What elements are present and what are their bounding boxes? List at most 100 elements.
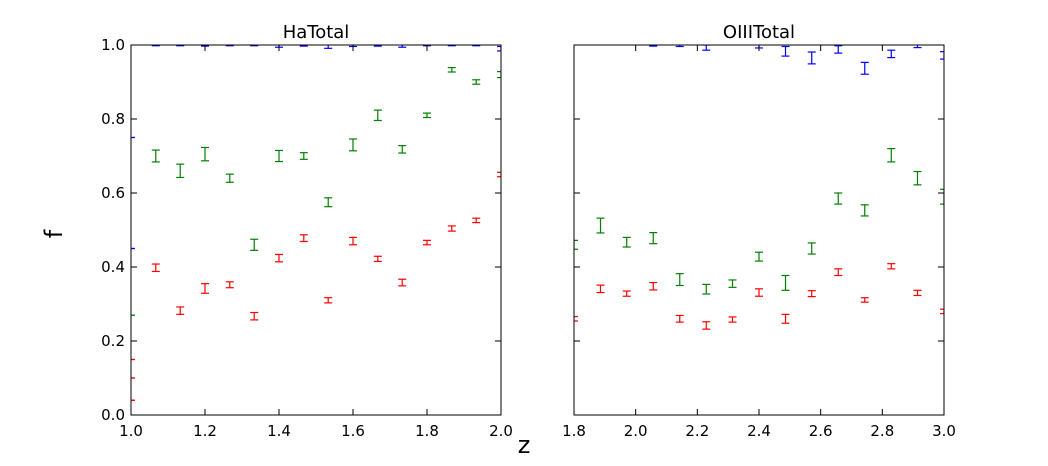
- error-bar-point: [860, 61, 869, 75]
- error-bar-point: [299, 152, 308, 160]
- error-bar-point: [176, 163, 185, 179]
- x-tick-label: 1.8: [562, 422, 586, 440]
- plot-frame: [573, 44, 945, 416]
- error-bar-point: [755, 251, 763, 262]
- y-tick-label: 0.8: [101, 110, 125, 128]
- error-bar-point: [649, 45, 658, 47]
- error-bar-point: [373, 109, 382, 122]
- error-bar-point: [398, 145, 407, 154]
- error-bar-point: [781, 274, 790, 291]
- error-bar-point: [349, 138, 357, 152]
- error-bar-point: [649, 281, 658, 291]
- error-bar-point: [324, 45, 333, 49]
- panel-title: OIIITotal: [723, 22, 795, 43]
- error-bar-point: [596, 284, 605, 294]
- error-bar-point: [250, 238, 259, 251]
- error-bar-point: [299, 45, 308, 47]
- error-bar-point: [702, 283, 711, 295]
- error-bar-point: [913, 170, 922, 186]
- error-bar-point: [176, 306, 185, 315]
- y-axis-label: f: [40, 229, 68, 238]
- x-tick-label: 2.8: [870, 422, 894, 440]
- x-tick-label: 1.6: [341, 422, 365, 440]
- plot-frame: [130, 44, 502, 416]
- error-bar-point: [472, 217, 481, 224]
- error-bar-point: [834, 45, 843, 54]
- error-bar-point: [781, 313, 790, 324]
- x-tick-label: 2.4: [747, 422, 771, 440]
- error-bar-point: [860, 204, 869, 217]
- error-bar-point: [250, 311, 259, 321]
- error-bar-point: [151, 149, 160, 163]
- error-bar-point: [940, 51, 944, 60]
- error-bar-point: [497, 171, 501, 178]
- error-bar-point: [497, 71, 501, 79]
- error-bar-point: [373, 255, 382, 263]
- x-tick-label: 2.0: [489, 422, 513, 440]
- x-tick-label: 1.4: [267, 422, 291, 440]
- x-tick-label: 2.6: [809, 422, 833, 440]
- error-bar-point: [349, 236, 357, 246]
- data-layer: [574, 45, 944, 330]
- error-bar-point: [574, 315, 578, 322]
- x-tick-label: 3.0: [932, 422, 956, 440]
- error-bar-point: [324, 197, 333, 208]
- error-bar-point: [834, 192, 843, 205]
- error-bar-point: [728, 316, 737, 323]
- error-bar-point: [807, 242, 816, 255]
- error-bar-point: [275, 149, 283, 163]
- error-bar-point: [702, 45, 711, 51]
- error-bar-point: [497, 45, 501, 52]
- error-bar-point: [201, 283, 209, 294]
- series-2: [574, 148, 944, 295]
- error-bar-point: [807, 290, 816, 298]
- series-1: [649, 45, 944, 75]
- panel-title: HaTotal: [283, 22, 350, 43]
- error-bar-point: [702, 321, 711, 330]
- error-bar-point: [860, 297, 869, 303]
- error-bar-point: [675, 314, 684, 323]
- error-bar-point: [728, 279, 737, 288]
- error-bar-point: [151, 263, 160, 273]
- x-axis-label: z: [518, 431, 531, 459]
- error-bar-point: [649, 231, 658, 245]
- error-bar-point: [675, 273, 684, 287]
- error-bar-point: [622, 290, 631, 297]
- error-bar-point: [781, 45, 790, 57]
- error-bar-point: [596, 217, 605, 234]
- error-bar-point: [423, 239, 431, 246]
- error-bar-point: [373, 45, 382, 47]
- y-tick-label: 0.0: [101, 406, 125, 424]
- panel-2: OIIITotal 1.8 2.0 2.2 2.4 2.6 2.8 3.0: [562, 22, 956, 440]
- error-bar-point: [913, 289, 922, 297]
- series-3: [131, 171, 501, 401]
- error-bar-point: [225, 281, 234, 289]
- x-tick-label: 1.0: [119, 422, 143, 440]
- error-bar-point: [398, 278, 407, 287]
- error-bar-point: [472, 79, 481, 85]
- y-tick-label: 1.0: [101, 36, 125, 54]
- error-bar-point: [940, 308, 944, 315]
- x-tick-label: 2.2: [685, 422, 709, 440]
- error-bar-point: [324, 297, 333, 304]
- error-bar-point: [834, 268, 843, 277]
- error-bar-point: [398, 45, 407, 48]
- error-bar-point: [275, 253, 283, 263]
- error-bar-point: [201, 146, 209, 162]
- error-bar-point: [574, 239, 578, 250]
- data-layer: [131, 45, 501, 401]
- error-bar-point: [675, 45, 684, 48]
- series-1: [131, 45, 501, 250]
- x-tick-label: 1.8: [415, 422, 439, 440]
- error-bar-point: [807, 51, 816, 65]
- error-bar-point: [940, 188, 944, 205]
- error-bar-point: [423, 112, 431, 119]
- error-bar-point: [913, 45, 922, 49]
- error-bar-point: [447, 66, 456, 73]
- error-bar-point: [447, 225, 456, 232]
- error-bar-point: [225, 173, 234, 183]
- error-bar-point: [887, 263, 896, 270]
- x-tick-label: 1.2: [193, 422, 217, 440]
- x-tick-label: 2.0: [624, 422, 648, 440]
